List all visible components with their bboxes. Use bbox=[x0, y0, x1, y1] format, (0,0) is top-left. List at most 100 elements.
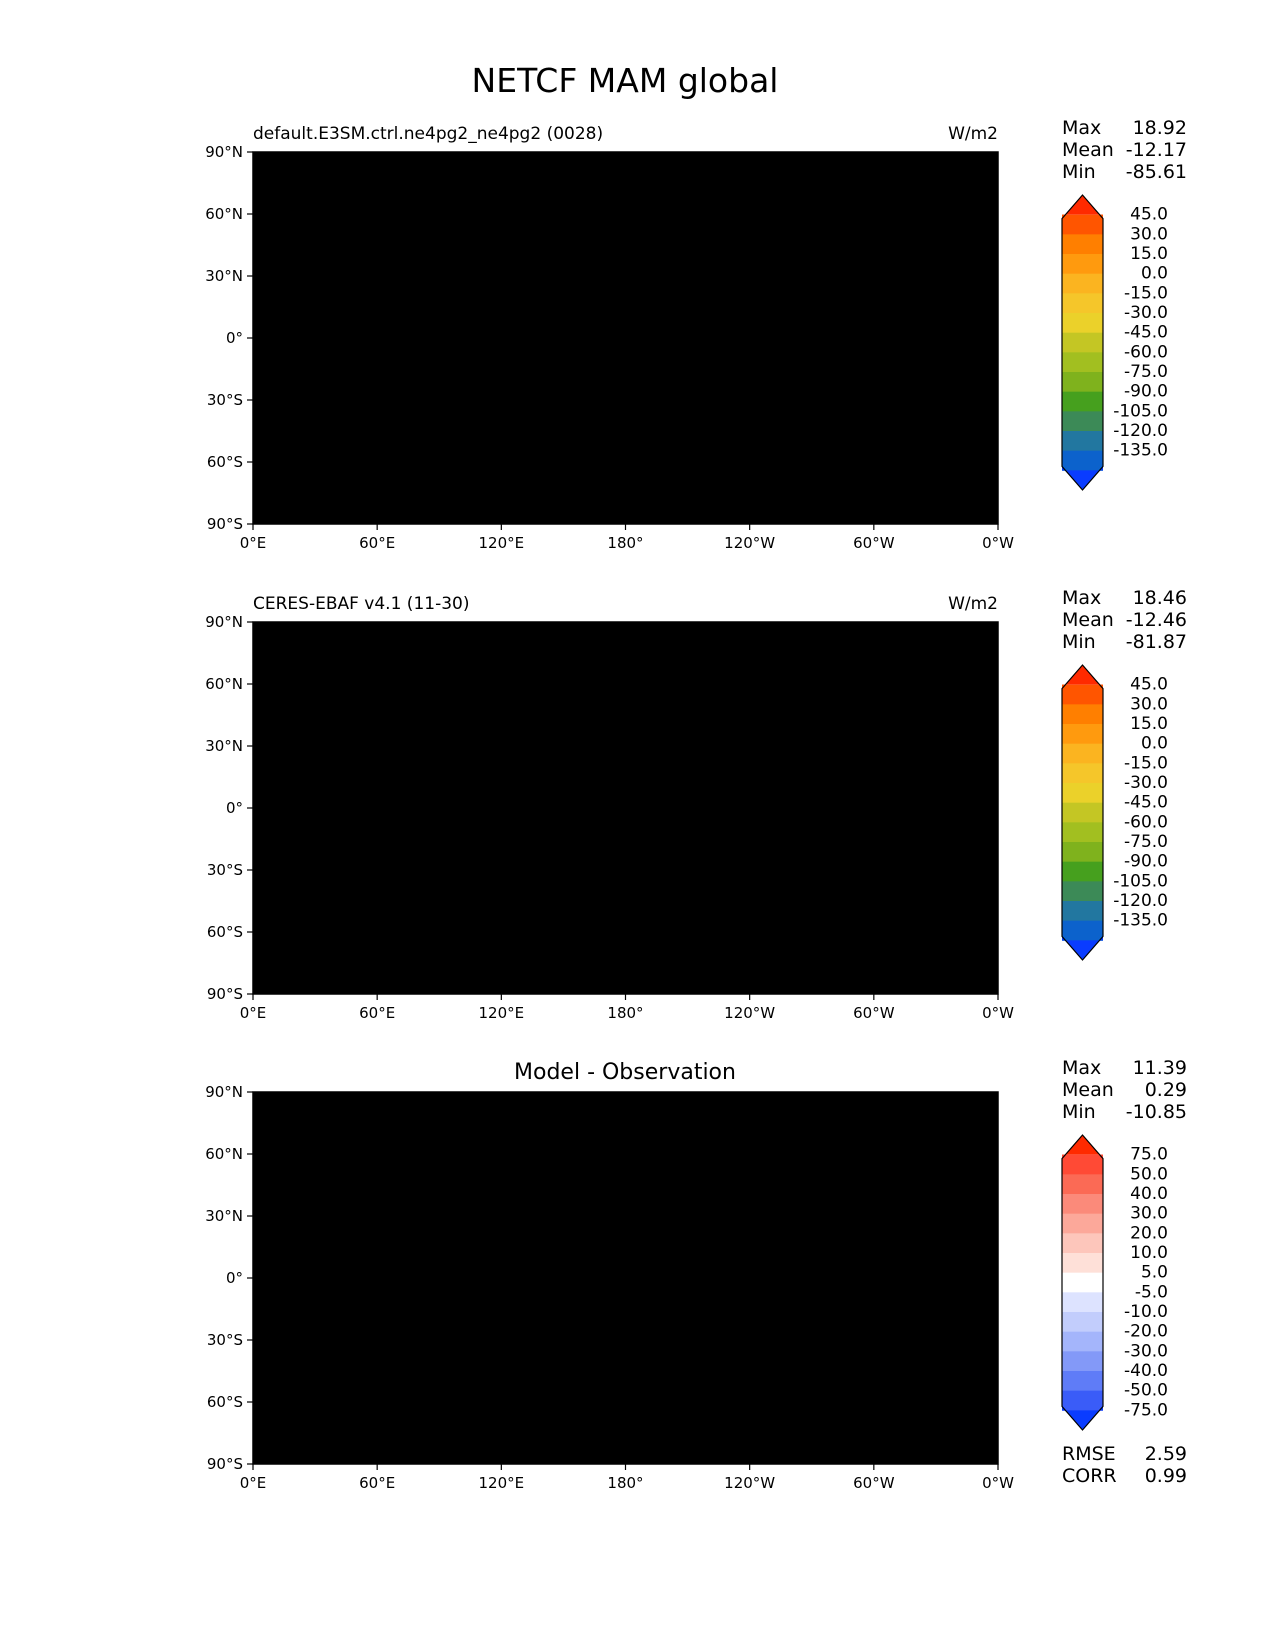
panel-obs: CERES-EBAF v4.1 (11-30) W/m2 bbox=[0, 587, 1187, 1022]
colorbar-segment bbox=[1062, 920, 1103, 941]
colorbar-segment bbox=[1062, 332, 1103, 353]
colorbar-extension-min bbox=[1062, 1406, 1103, 1430]
stat-value: -10.85 bbox=[1126, 1101, 1187, 1123]
lon-tick-label: 180° bbox=[607, 534, 643, 552]
colorbar-tick-label: -15.0 bbox=[1124, 283, 1168, 303]
panel-diff: Model - Observation 90°N 60°N 30°N 0° 30°S 60… bbox=[205, 1057, 1187, 1492]
lat-tick-label: 90°S bbox=[207, 515, 243, 533]
colorbar-tick-label: -10.0 bbox=[1124, 1302, 1168, 1322]
lat-tick-label: 60°S bbox=[207, 1393, 243, 1411]
colorbar-tick-label: -60.0 bbox=[1124, 342, 1168, 362]
colorbar-tick-label: -105.0 bbox=[1113, 871, 1168, 891]
colorbar-tick-label: 45.0 bbox=[1130, 675, 1168, 695]
colorbar-segment bbox=[1062, 293, 1103, 314]
lat-axis: 90°N 60°N 30°N 0° 30°S 60°S 90°S bbox=[205, 1083, 253, 1473]
colorbar-segment bbox=[1062, 352, 1103, 373]
lat-tick-label: 0° bbox=[226, 329, 243, 347]
stat-label: Max bbox=[1062, 587, 1101, 609]
colorbar-segment bbox=[1062, 1371, 1103, 1392]
lat-axis: 90°N 60°N 30°N 0° 30°S 60°S 90°S bbox=[205, 143, 253, 533]
colorbar-segment bbox=[1062, 431, 1103, 452]
panel-title-center: Model - Observation bbox=[514, 1060, 736, 1085]
lon-axis: 0°E 60°E 120°E 180° 120°W 60°W 0°W bbox=[240, 524, 1014, 552]
lat-tick-label: 60°S bbox=[207, 453, 243, 471]
colorbar-tick-label: -30.0 bbox=[1124, 773, 1168, 793]
stat-label: RMSE bbox=[1062, 1443, 1116, 1465]
panel-units: W/m2 bbox=[948, 594, 998, 614]
lat-tick-label: 0° bbox=[226, 1269, 243, 1287]
colorbar-segment bbox=[1062, 842, 1103, 863]
colorbar-tick-label: 15.0 bbox=[1130, 714, 1168, 734]
stat-label: Min bbox=[1062, 161, 1096, 183]
colorbar-tick-label: -135.0 bbox=[1113, 441, 1168, 461]
stat-value: -12.17 bbox=[1126, 139, 1187, 161]
lat-tick-label: 30°S bbox=[207, 1331, 243, 1349]
colorbar-tick-label: 15.0 bbox=[1130, 244, 1168, 264]
colorbar-segment bbox=[1062, 1292, 1103, 1313]
lon-tick-label: 0°E bbox=[240, 1474, 267, 1492]
lon-tick-label: 120°E bbox=[479, 1474, 525, 1492]
lon-tick-label: 120°E bbox=[479, 534, 525, 552]
colorbar-segment bbox=[1062, 1253, 1103, 1274]
lat-tick-label: 90°S bbox=[207, 985, 243, 1003]
lon-axis: 0°E 60°E 120°E 180° 120°W 60°W 0°W bbox=[240, 1464, 1014, 1492]
colorbar-segment bbox=[1062, 881, 1103, 902]
colorbar-tick-label: 75.0 bbox=[1130, 1145, 1168, 1165]
lat-tick-label: 60°S bbox=[207, 923, 243, 941]
colorbar-tick-label: 30.0 bbox=[1130, 224, 1168, 244]
colorbar-tick-label: -30.0 bbox=[1124, 1341, 1168, 1361]
colorbar-segment bbox=[1062, 1194, 1103, 1215]
colorbar-outline bbox=[1061, 194, 1104, 491]
lon-tick-label: 60°E bbox=[359, 1474, 395, 1492]
colorbar-segment bbox=[1062, 684, 1103, 705]
stat-value: -81.87 bbox=[1126, 631, 1187, 653]
colorbar-tick-label: -5.0 bbox=[1135, 1282, 1168, 1302]
colorbar-tick-label: -75.0 bbox=[1124, 1400, 1168, 1420]
colorbar-tick-label: 10.0 bbox=[1130, 1243, 1168, 1263]
colorbar-segment bbox=[1062, 1154, 1103, 1175]
coastlines bbox=[0, 633, 1035, 972]
lat-tick-label: 30°N bbox=[205, 1207, 243, 1225]
stat-value: 11.39 bbox=[1133, 1057, 1187, 1079]
stat-value: 2.59 bbox=[1145, 1443, 1187, 1465]
colorbar-segment bbox=[1062, 411, 1103, 432]
lon-tick-label: 60°E bbox=[359, 534, 395, 552]
stat-label: CORR bbox=[1062, 1465, 1117, 1487]
lon-axis: 0°E 60°E 120°E 180° 120°W 60°W 0°W bbox=[240, 994, 1014, 1022]
lon-tick-label: 0°W bbox=[982, 1474, 1014, 1492]
colorbar-segment bbox=[1062, 1351, 1103, 1372]
lon-tick-label: 60°W bbox=[853, 1474, 895, 1492]
colorbar-tick-label: -45.0 bbox=[1124, 323, 1168, 343]
colorbar-segment bbox=[1062, 391, 1103, 412]
stat-label: Mean bbox=[1062, 139, 1114, 161]
colorbar: 45.030.015.00.0-15.0-30.0-45.0-60.0-75.0… bbox=[1061, 194, 1168, 491]
lon-tick-label: 120°W bbox=[724, 1474, 775, 1492]
colorbar-tick-label: 20.0 bbox=[1130, 1223, 1168, 1243]
colorbar-tick-label: 45.0 bbox=[1130, 205, 1168, 225]
lat-tick-label: 0° bbox=[226, 799, 243, 817]
colorbar-tick-label: 30.0 bbox=[1130, 1204, 1168, 1224]
lon-tick-label: 120°W bbox=[724, 1004, 775, 1022]
stats-box: Max 18.92 Mean -12.17 Min -85.61 bbox=[1062, 117, 1187, 183]
colorbar-tick-label: 0.0 bbox=[1141, 734, 1168, 754]
panel-title-left: CERES-EBAF v4.1 (11-30) bbox=[253, 594, 469, 614]
stat-value: -12.46 bbox=[1126, 609, 1187, 631]
colorbar-tick-label: 40.0 bbox=[1130, 1184, 1168, 1204]
colorbar-tick-label: -90.0 bbox=[1124, 382, 1168, 402]
colorbar-segment bbox=[1062, 313, 1103, 334]
colorbar-tick-label: -45.0 bbox=[1124, 793, 1168, 813]
lat-tick-label: 60°N bbox=[205, 205, 243, 223]
colorbar-segment bbox=[1062, 861, 1103, 882]
colorbar-tick-label: -120.0 bbox=[1113, 421, 1168, 441]
stat-label: Mean bbox=[1062, 609, 1114, 631]
figure-title: NETCF MAM global bbox=[472, 61, 779, 100]
stat-label: Max bbox=[1062, 117, 1101, 139]
colorbar-tick-label: -60.0 bbox=[1124, 812, 1168, 832]
colorbar-tick-label: -20.0 bbox=[1124, 1322, 1168, 1342]
colorbar-tick-label: 0.0 bbox=[1141, 264, 1168, 284]
colorbar-extension-min bbox=[1062, 466, 1103, 490]
colorbar-tick-label: -135.0 bbox=[1113, 911, 1168, 931]
colorbar-segment bbox=[1062, 1272, 1103, 1293]
lon-tick-label: 60°W bbox=[853, 1004, 895, 1022]
